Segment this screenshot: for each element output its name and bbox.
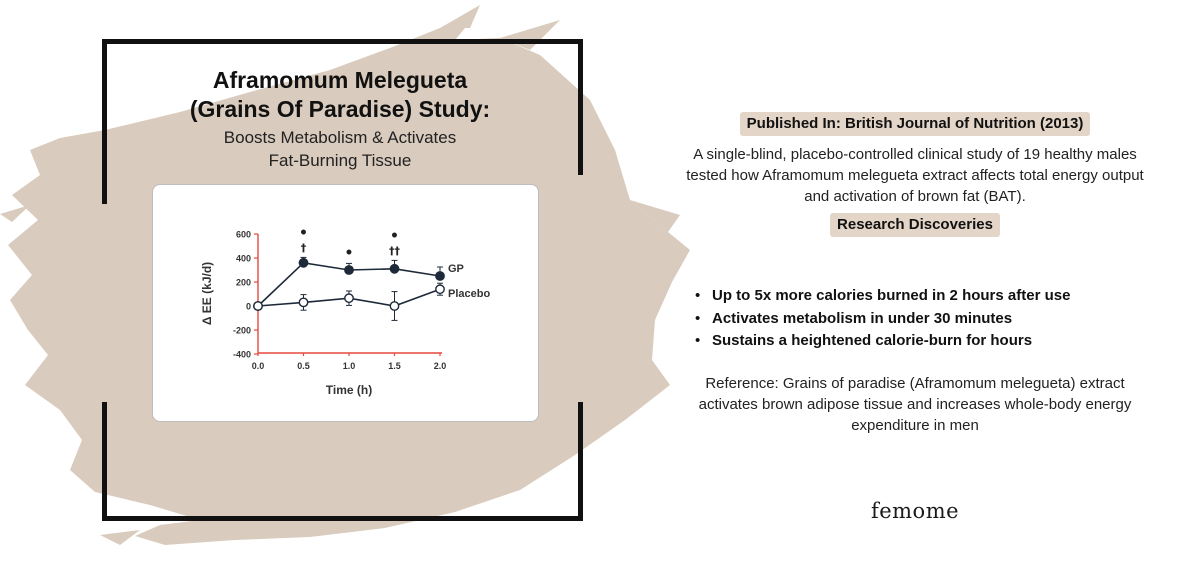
data-point-placebo bbox=[253, 301, 263, 311]
data-point-gp bbox=[298, 257, 309, 268]
title-line-2: (Grains Of Paradise) Study: bbox=[189, 96, 491, 122]
frame-top-border bbox=[102, 39, 583, 44]
x-tick-label: 0.5 bbox=[297, 361, 310, 371]
y-tick-label: -200 bbox=[233, 326, 251, 336]
significance-dot: • bbox=[299, 225, 308, 241]
frame-left-border-bottom bbox=[102, 402, 107, 521]
reference-paragraph: Reference: Grains of paradise (Aframomum… bbox=[698, 375, 1132, 434]
brand-logo: femome bbox=[870, 499, 960, 523]
data-point-gp bbox=[389, 263, 400, 274]
discoveries-badge: Research Discoveries bbox=[830, 213, 1000, 237]
frame-right-border-bottom bbox=[578, 402, 583, 521]
published-badge: Published In: British Journal of Nutriti… bbox=[739, 112, 1091, 136]
reference-text: Reference: Grains of paradise (Aframomum… bbox=[680, 373, 1150, 436]
subtitle-line-1: Boosts Metabolism & Activates bbox=[223, 128, 457, 147]
study-details: Published In: British Journal of Nutriti… bbox=[680, 112, 1150, 237]
x-axis-label: Time (h) bbox=[326, 383, 372, 397]
frame-right-border-top bbox=[578, 39, 583, 175]
significance-dot: • bbox=[345, 245, 354, 261]
series-label-placebo: Placebo bbox=[448, 288, 490, 300]
bullet-icon: • bbox=[695, 332, 701, 349]
title-line-1: Aframomum Melegueta bbox=[212, 67, 468, 93]
x-tick-label: 0.0 bbox=[252, 361, 265, 371]
y-tick-label: 0 bbox=[246, 302, 251, 312]
bullet-icon: • bbox=[695, 287, 701, 304]
bullet-icon: • bbox=[695, 309, 701, 327]
y-tick-label: 200 bbox=[236, 278, 251, 288]
x-tick-label: 1.0 bbox=[343, 361, 356, 371]
data-point-placebo bbox=[344, 293, 354, 304]
frame-left-border-top bbox=[102, 39, 107, 204]
list-item: • Activates metabolism in under 30 minute… bbox=[695, 308, 1155, 331]
study-title: Aframomum Melegueta (Grains Of Paradise)… bbox=[150, 66, 530, 172]
data-point-placebo bbox=[435, 284, 445, 295]
x-tick-label: 1.5 bbox=[388, 361, 401, 371]
list-item: • Sustains a heightened calorie-burn for … bbox=[695, 330, 1155, 353]
data-point-placebo bbox=[298, 297, 309, 308]
chart-card: 600 400 200 0 -200 -400 0.0 0.5 1.0 1.5 2.0 Time (h… bbox=[152, 184, 539, 422]
data-point-gp bbox=[344, 265, 354, 275]
series-label-gp: GP bbox=[448, 263, 464, 275]
discovery-text: Up to 5x more calories burned in 2 hours… bbox=[712, 287, 1071, 304]
frame-bottom-border bbox=[102, 516, 583, 521]
study-summary: A single-blind, placebo-controlled clini… bbox=[686, 146, 1144, 205]
data-point-placebo bbox=[389, 301, 400, 311]
subtitle-line-2: Fat-Burning Tissue bbox=[268, 151, 412, 170]
list-item: • Up to 5x more calories burned in 2 hour… bbox=[695, 285, 1155, 308]
significance-dagger: † bbox=[301, 241, 307, 254]
significance-dagger: †† bbox=[389, 244, 401, 257]
y-axis-label: Δ EE (kJ/d) bbox=[200, 262, 214, 325]
discovery-text: Sustains a heightened calorie-burn for h… bbox=[712, 332, 1033, 349]
y-tick-label: 600 bbox=[236, 230, 251, 240]
significance-dot: • bbox=[390, 228, 399, 244]
x-tick-label: 2.0 bbox=[434, 361, 447, 371]
y-tick-label: 400 bbox=[236, 254, 251, 264]
data-point-gp bbox=[435, 271, 445, 281]
discoveries-list: • Up to 5x more calories burned in 2 hour… bbox=[695, 285, 1155, 353]
y-tick-label: -400 bbox=[233, 350, 251, 360]
discovery-text: Activates metabolism in under 30 minutes bbox=[712, 309, 1013, 327]
